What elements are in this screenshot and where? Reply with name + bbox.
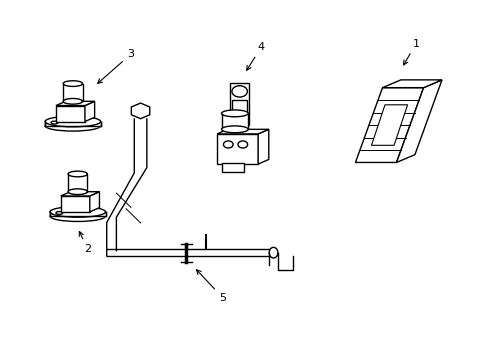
Ellipse shape xyxy=(51,121,58,124)
Text: 2: 2 xyxy=(79,231,91,254)
Polygon shape xyxy=(56,101,95,105)
Text: 3: 3 xyxy=(98,49,134,84)
Polygon shape xyxy=(45,122,101,126)
Ellipse shape xyxy=(268,247,277,258)
Ellipse shape xyxy=(63,81,82,86)
Text: 4: 4 xyxy=(246,42,264,70)
Bar xyxy=(56,105,85,122)
Ellipse shape xyxy=(68,171,87,177)
Circle shape xyxy=(238,141,247,148)
Bar xyxy=(230,82,248,125)
Bar xyxy=(232,100,246,113)
Polygon shape xyxy=(217,129,268,134)
Polygon shape xyxy=(131,103,149,119)
Ellipse shape xyxy=(45,121,101,131)
Ellipse shape xyxy=(50,207,105,217)
Polygon shape xyxy=(258,129,268,164)
Bar xyxy=(222,163,244,172)
Polygon shape xyxy=(50,212,105,216)
Ellipse shape xyxy=(50,211,105,221)
Circle shape xyxy=(223,141,233,148)
Circle shape xyxy=(231,86,247,97)
Ellipse shape xyxy=(56,212,62,215)
Polygon shape xyxy=(90,192,99,212)
Ellipse shape xyxy=(63,99,82,104)
Bar xyxy=(63,84,82,101)
Ellipse shape xyxy=(221,110,247,117)
Ellipse shape xyxy=(45,116,101,127)
Bar xyxy=(61,196,90,212)
Text: 1: 1 xyxy=(403,39,419,65)
Polygon shape xyxy=(382,80,441,88)
Bar xyxy=(217,134,258,164)
Bar xyxy=(221,113,247,129)
Polygon shape xyxy=(61,192,99,196)
Polygon shape xyxy=(355,88,423,162)
Ellipse shape xyxy=(221,126,247,133)
Ellipse shape xyxy=(68,189,87,194)
Bar xyxy=(68,174,87,192)
Polygon shape xyxy=(396,80,441,162)
Polygon shape xyxy=(85,101,95,122)
Polygon shape xyxy=(371,105,407,145)
Text: 5: 5 xyxy=(196,270,226,303)
